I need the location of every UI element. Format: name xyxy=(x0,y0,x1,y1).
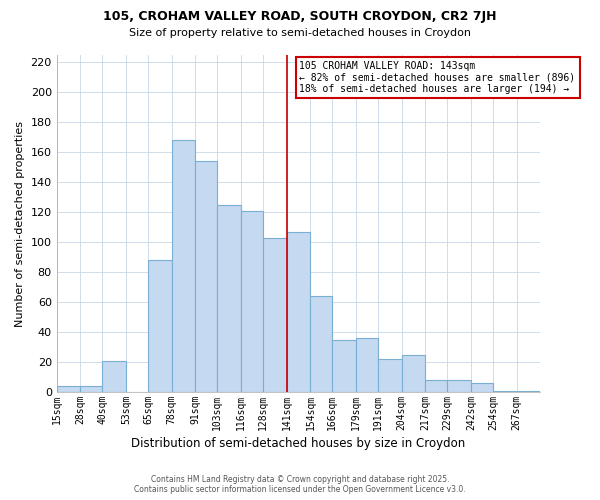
Bar xyxy=(263,238,287,392)
Text: Contains HM Land Registry data © Crown copyright and database right 2025.
Contai: Contains HM Land Registry data © Crown c… xyxy=(134,474,466,494)
Bar xyxy=(80,386,103,392)
Bar xyxy=(517,390,541,392)
Bar xyxy=(493,390,517,392)
Bar xyxy=(148,260,172,392)
Bar xyxy=(356,338,378,392)
Bar xyxy=(287,232,310,392)
Bar xyxy=(241,211,263,392)
Bar xyxy=(56,386,80,392)
Bar xyxy=(332,340,356,392)
Bar xyxy=(471,383,493,392)
Bar xyxy=(103,360,126,392)
Bar xyxy=(378,359,402,392)
Bar xyxy=(402,354,425,392)
Y-axis label: Number of semi-detached properties: Number of semi-detached properties xyxy=(15,120,25,326)
Bar xyxy=(448,380,471,392)
Bar xyxy=(425,380,448,392)
X-axis label: Distribution of semi-detached houses by size in Croydon: Distribution of semi-detached houses by … xyxy=(131,437,466,450)
Bar xyxy=(217,205,241,392)
Text: 105 CROHAM VALLEY ROAD: 143sqm
← 82% of semi-detached houses are smaller (896)
1: 105 CROHAM VALLEY ROAD: 143sqm ← 82% of … xyxy=(299,61,575,94)
Bar xyxy=(172,140,196,392)
Bar xyxy=(196,162,217,392)
Text: Size of property relative to semi-detached houses in Croydon: Size of property relative to semi-detach… xyxy=(129,28,471,38)
Text: 105, CROHAM VALLEY ROAD, SOUTH CROYDON, CR2 7JH: 105, CROHAM VALLEY ROAD, SOUTH CROYDON, … xyxy=(103,10,497,23)
Bar xyxy=(310,296,332,392)
